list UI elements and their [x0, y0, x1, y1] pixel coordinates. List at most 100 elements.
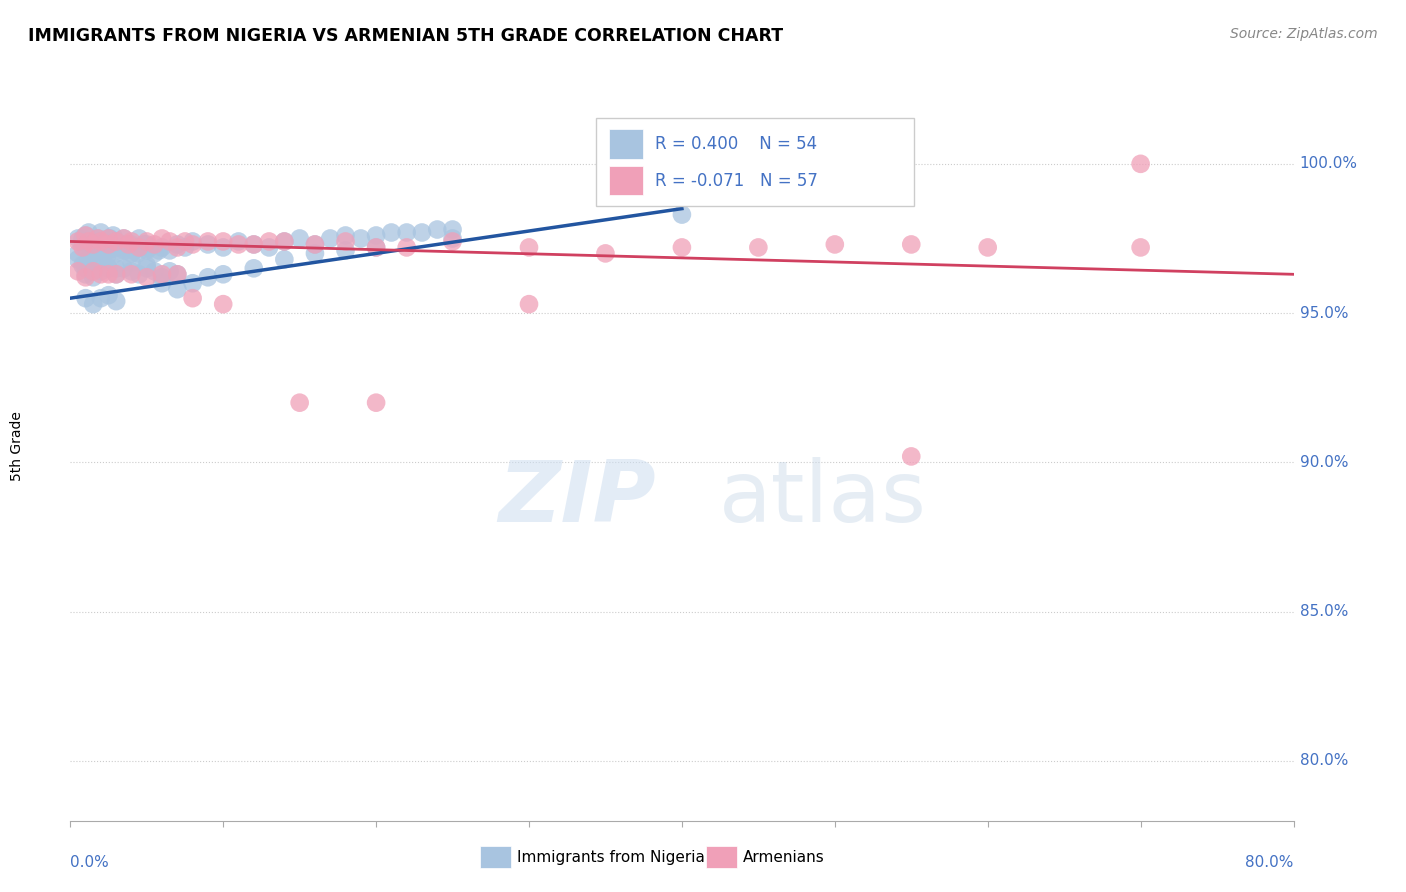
Point	[517, 297, 540, 311]
Point	[93, 246, 115, 260]
Text: 80.0%: 80.0%	[1246, 855, 1294, 870]
Point	[273, 252, 295, 267]
Point	[197, 237, 219, 252]
Point	[97, 268, 120, 282]
Point	[97, 261, 120, 276]
Point	[139, 240, 162, 254]
Point	[228, 237, 250, 252]
Point	[150, 268, 173, 282]
Text: 5th Grade: 5th Grade	[10, 411, 24, 481]
Point	[66, 252, 89, 267]
Point	[72, 235, 94, 249]
Point	[212, 268, 235, 282]
Point	[66, 264, 89, 278]
Point	[243, 237, 266, 252]
Point	[517, 240, 540, 254]
Point	[121, 264, 143, 278]
Point	[129, 240, 152, 254]
Point	[97, 231, 120, 245]
Point	[75, 268, 97, 282]
Point	[212, 240, 235, 254]
Point	[82, 297, 104, 311]
Point	[101, 228, 124, 243]
Point	[97, 237, 120, 252]
Point	[143, 246, 166, 260]
Point	[671, 240, 693, 254]
Point	[90, 268, 112, 282]
Point	[121, 246, 143, 260]
Text: 85.0%: 85.0%	[1299, 604, 1348, 619]
Text: 100.0%: 100.0%	[1299, 156, 1358, 171]
Point	[90, 235, 112, 249]
Point	[90, 291, 112, 305]
Point	[66, 246, 89, 260]
Point	[105, 261, 128, 276]
Point	[108, 244, 131, 258]
Point	[181, 277, 204, 291]
Text: 0.0%: 0.0%	[70, 855, 110, 870]
Point	[105, 294, 128, 309]
Text: IMMIGRANTS FROM NIGERIA VS ARMENIAN 5TH GRADE CORRELATION CHART: IMMIGRANTS FROM NIGERIA VS ARMENIAN 5TH …	[28, 27, 783, 45]
Point	[335, 244, 357, 258]
Point	[77, 252, 100, 267]
Point	[105, 235, 128, 249]
Point	[127, 246, 149, 260]
Point	[112, 231, 135, 245]
Point	[121, 255, 143, 269]
Point	[66, 231, 89, 245]
Point	[166, 268, 188, 282]
Point	[135, 237, 157, 252]
Point	[75, 228, 97, 243]
Point	[105, 268, 128, 282]
Point	[135, 244, 157, 258]
Point	[87, 240, 110, 254]
Point	[441, 231, 464, 245]
Point	[288, 231, 311, 245]
Point	[197, 270, 219, 285]
Point	[243, 237, 266, 252]
Point	[90, 244, 112, 258]
Point	[82, 264, 104, 278]
Point	[273, 235, 295, 249]
Point	[90, 264, 112, 278]
Point	[72, 258, 94, 272]
Point	[150, 277, 173, 291]
Text: R = 0.400    N = 54: R = 0.400 N = 54	[655, 135, 817, 153]
Point	[166, 240, 188, 254]
Point	[82, 237, 104, 252]
Point	[72, 231, 94, 245]
Point	[90, 258, 112, 272]
Text: Immigrants from Nigeria: Immigrants from Nigeria	[517, 850, 704, 864]
Point	[288, 395, 311, 409]
Point	[411, 226, 433, 240]
Point	[97, 288, 120, 302]
Text: ZIP: ZIP	[499, 458, 657, 541]
Point	[304, 237, 326, 252]
Point	[366, 240, 388, 254]
Point	[82, 255, 104, 269]
Point	[304, 246, 326, 260]
Point	[121, 237, 143, 252]
Point	[671, 208, 693, 222]
Bar	[706, 847, 737, 868]
Point	[380, 226, 402, 240]
Point	[82, 237, 104, 252]
Point	[212, 297, 235, 311]
Point	[128, 231, 150, 245]
Point	[395, 226, 418, 240]
Point	[595, 246, 617, 260]
Point	[105, 240, 128, 254]
Point	[77, 235, 100, 249]
Point	[135, 258, 157, 272]
Point	[90, 226, 112, 240]
Point	[335, 228, 357, 243]
Point	[75, 291, 97, 305]
Point	[143, 264, 166, 278]
Point	[96, 249, 118, 263]
Point	[117, 237, 139, 252]
Point	[132, 237, 155, 252]
Point	[112, 231, 135, 245]
Point	[166, 268, 188, 282]
Point	[426, 222, 449, 236]
Point	[976, 240, 998, 254]
